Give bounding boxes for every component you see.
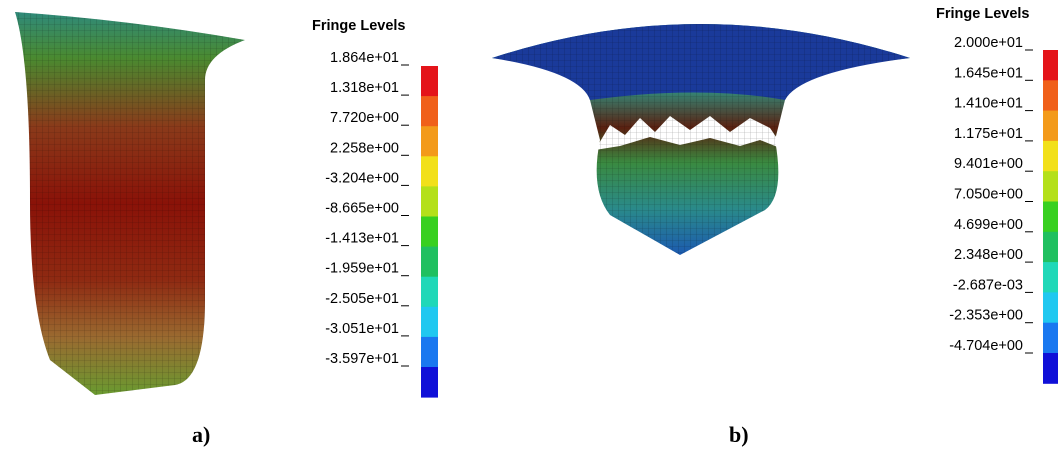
color-segment (1043, 140, 1058, 172)
color-segment (421, 306, 438, 338)
fringe-level: 2.258e+00 (330, 140, 399, 156)
fringe-level: 7.050e+00 (954, 187, 1023, 203)
fringe-level: -4.704e+00 (949, 338, 1023, 354)
color-segment (1043, 50, 1058, 81)
panel-label: a) (192, 422, 210, 447)
fringe-level: -3.597e+01 (325, 351, 399, 367)
color-segment (1043, 353, 1058, 384)
color-segment (421, 276, 438, 308)
fringe-level: 1.645e+01 (954, 65, 1023, 81)
fringe-level: 9.401e+00 (954, 156, 1023, 172)
panel-label: b) (729, 422, 749, 447)
fringe-level: -2.353e+00 (949, 308, 1023, 324)
fringe-level: -1.959e+01 (325, 261, 399, 277)
color-segment (1043, 171, 1058, 202)
color-segment (421, 156, 438, 187)
fringe-level: -2.505e+01 (325, 291, 399, 307)
fringe-level: 2.000e+01 (954, 35, 1023, 51)
color-segment (421, 186, 438, 217)
color-segment (1043, 110, 1058, 142)
fringe-level: 1.864e+01 (330, 50, 399, 66)
color-segment (421, 246, 438, 278)
color-segment (421, 96, 438, 127)
fringe-level: 7.720e+00 (330, 110, 399, 126)
color-segment (421, 216, 438, 248)
fringe-level: -3.051e+01 (325, 321, 399, 337)
color-segment (1043, 292, 1058, 324)
fringe-level: 1.318e+01 (330, 80, 399, 96)
legend-title: Fringe Levels (936, 6, 1029, 22)
color-segment (1043, 231, 1058, 263)
color-segment (421, 367, 438, 398)
model-b (492, 24, 910, 255)
fringe-level: -8.665e+00 (325, 201, 399, 217)
color-segment (1043, 262, 1058, 293)
fringe-level: -1.413e+01 (325, 231, 399, 247)
fringe-level: 1.175e+01 (954, 126, 1023, 142)
color-segment (421, 336, 438, 368)
color-segment (421, 66, 438, 97)
fringe-level: 4.699e+00 (954, 217, 1023, 233)
color-segment (1043, 80, 1058, 112)
model-a (15, 12, 245, 395)
legend-title: Fringe Levels (312, 18, 405, 34)
color-segment (1043, 322, 1058, 354)
fringe-level: 1.410e+01 (954, 96, 1023, 112)
color-segment (1043, 201, 1058, 233)
fringe-level: -2.687e-03 (953, 277, 1023, 293)
fringe-level: -3.204e+00 (325, 170, 399, 186)
color-segment (421, 126, 438, 157)
fringe-level: 2.348e+00 (954, 247, 1023, 263)
